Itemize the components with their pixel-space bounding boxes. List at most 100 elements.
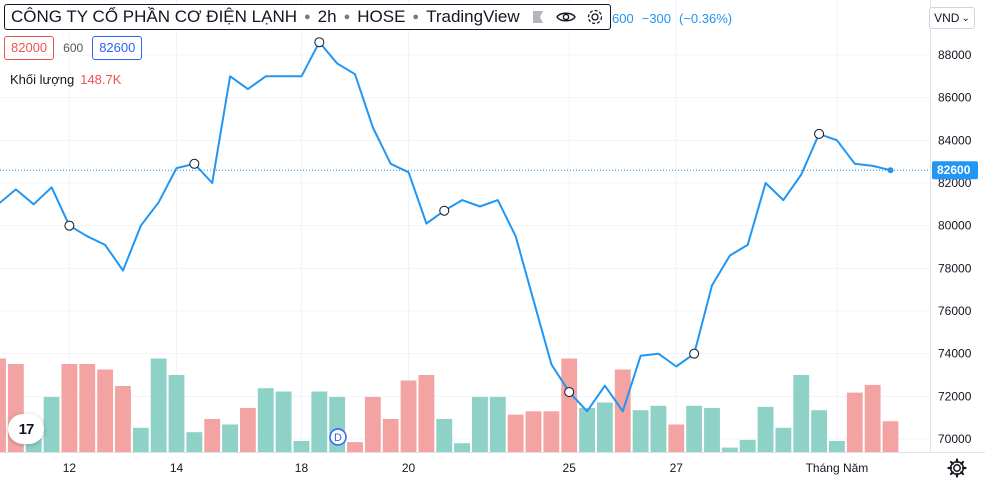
volume-bar	[829, 441, 845, 452]
last-point	[887, 167, 894, 174]
volume-bar	[721, 447, 738, 452]
x-tick-label: Tháng Năm	[806, 461, 869, 475]
tradingview-logo[interactable]: 17	[8, 414, 44, 444]
volume-bar	[525, 411, 542, 452]
session-marker	[814, 128, 825, 139]
volume-bar	[364, 397, 381, 452]
volume-bar	[472, 397, 488, 452]
volume-bar	[293, 441, 310, 452]
volume-bar	[543, 411, 560, 452]
volume-bar	[204, 419, 221, 452]
event-marker	[329, 428, 347, 446]
x-tick-label: 18	[295, 461, 309, 475]
symbol-legend[interactable]: CÔNG TY CỔ PHẦN CƠ ĐIỆN LẠNH ● 2h ● HOSE…	[4, 4, 611, 30]
volume-bar	[79, 364, 96, 452]
logo-text: 17	[18, 420, 35, 438]
session-marker	[189, 158, 200, 169]
session-marker	[564, 387, 575, 398]
last-price-badge	[932, 161, 978, 180]
volume-bar	[882, 421, 899, 452]
brand-label: TradingView	[426, 7, 520, 26]
x-tick-label: 27	[670, 461, 684, 475]
volume-bar	[43, 397, 60, 452]
volume-bar	[650, 405, 667, 452]
change-partial: 600	[612, 11, 634, 26]
volume-bar	[579, 408, 595, 452]
volume-bar	[132, 427, 149, 452]
volume-bar	[418, 375, 435, 452]
y-tick-label: 74000	[938, 347, 972, 361]
volume-bar	[436, 419, 453, 452]
y-tick-label: 70000	[938, 432, 972, 446]
currency-select[interactable]: VND ⌄	[929, 7, 975, 29]
low-pill: 82000	[4, 36, 55, 60]
volume-bar	[793, 375, 810, 452]
session-marker	[64, 220, 75, 231]
volume-bar	[454, 443, 471, 452]
volume-bar	[864, 384, 881, 452]
session-marker	[314, 37, 325, 48]
chevron-down-icon: ⌄	[961, 12, 970, 24]
volume-bar	[596, 402, 613, 452]
eye-icon[interactable]	[555, 9, 576, 25]
y-tick-label: 72000	[938, 389, 972, 403]
settings-icon[interactable]	[586, 8, 604, 26]
volume-bar	[489, 397, 506, 452]
volume-bar	[239, 408, 256, 452]
y-tick-label: 78000	[938, 261, 972, 275]
separator-dot: ●	[343, 11, 351, 23]
volume-bar	[400, 380, 417, 452]
spread-value: 600	[63, 41, 84, 55]
volume-legend[interactable]: Khối lượng 148.7K	[10, 72, 121, 87]
y-tick-label: 80000	[938, 219, 972, 233]
volume-bar	[275, 391, 292, 452]
volume-bar	[222, 424, 238, 452]
last-price-label: 82600	[937, 163, 971, 177]
volume-bar	[668, 424, 685, 452]
volume-bar	[97, 369, 114, 452]
flag-icon[interactable]	[530, 9, 546, 25]
volume-bar	[257, 388, 274, 452]
session-marker	[689, 348, 700, 359]
y-tick-label: 82000	[938, 176, 972, 190]
x-tick-label: 25	[563, 461, 577, 475]
volume-bar	[775, 427, 792, 452]
volume-bar	[561, 358, 578, 452]
volume-bar	[150, 358, 167, 452]
ohlc-readout: 82000 600 82600	[4, 36, 143, 60]
y-tick-label: 88000	[938, 48, 972, 62]
volume-bar	[115, 386, 131, 452]
session-marker	[439, 205, 450, 216]
x-tick-label: 12	[63, 461, 77, 475]
separator-dot: ●	[412, 11, 420, 23]
volume-bar	[704, 408, 720, 452]
last-pill: 82600	[92, 36, 143, 60]
price-change: 600 −300 (−0.36%)	[612, 11, 740, 26]
volume-bar	[311, 391, 328, 452]
volume-bar	[686, 405, 703, 452]
volume-bar	[0, 358, 6, 452]
volume-bar	[846, 392, 863, 452]
exchange-label: HOSE	[357, 7, 406, 26]
volume-label: Khối lượng	[10, 72, 75, 87]
volume-value: 148.7K	[80, 72, 122, 87]
x-tick-label: 20	[402, 461, 416, 475]
event-marker-label: D	[334, 432, 342, 444]
volume-bar	[186, 432, 203, 452]
volume-bar	[632, 410, 649, 452]
interval-label[interactable]: 2h	[317, 7, 337, 26]
gear-icon[interactable]	[946, 457, 968, 479]
volume-bar	[61, 364, 78, 452]
volume-bar	[382, 419, 399, 452]
volume-bar	[347, 442, 363, 452]
y-tick-label: 84000	[938, 133, 972, 147]
separator-dot: ●	[304, 11, 311, 23]
volume-bar	[507, 414, 524, 452]
change-abs: −300	[641, 11, 671, 26]
symbol-name[interactable]: CÔNG TY CỔ PHẦN CƠ ĐIỆN LẠNH	[11, 7, 297, 26]
change-pct: (−0.36%)	[679, 11, 733, 26]
x-tick-label: 14	[170, 461, 184, 475]
volume-bar	[739, 439, 756, 452]
currency-label: VND	[934, 11, 960, 25]
